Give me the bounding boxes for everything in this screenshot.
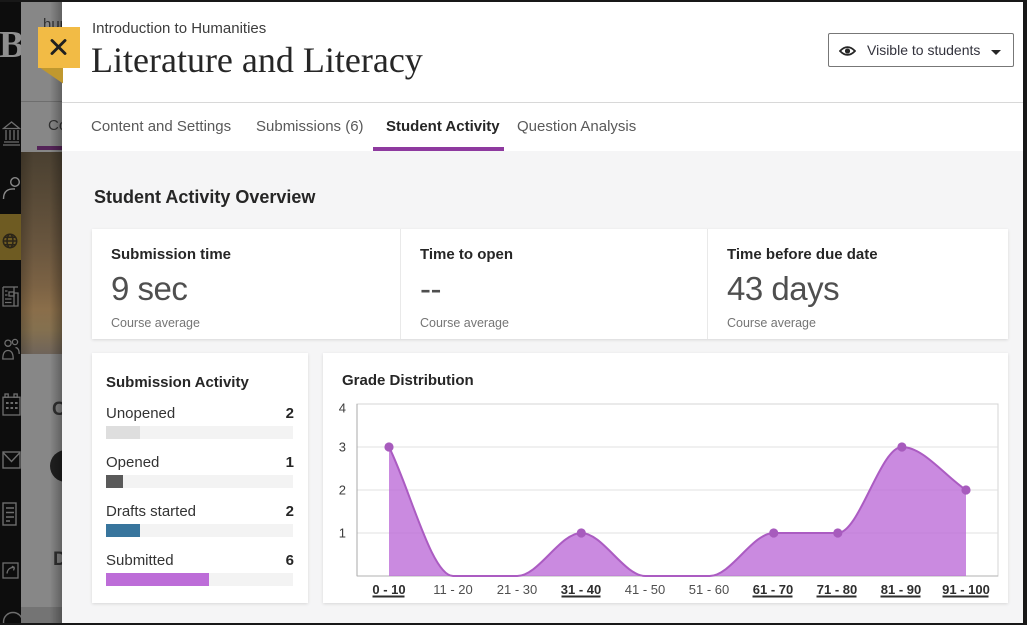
svg-text:81 - 90: 81 - 90	[881, 582, 921, 597]
svg-text:3: 3	[339, 440, 346, 455]
svg-text:0 - 10: 0 - 10	[372, 582, 405, 597]
svg-text:1: 1	[339, 526, 346, 541]
svg-text:31 - 40: 31 - 40	[561, 582, 601, 597]
svg-text:61 - 70: 61 - 70	[753, 582, 793, 597]
svg-text:4: 4	[339, 401, 346, 416]
svg-text:71 - 80: 71 - 80	[817, 582, 857, 597]
svg-text:11 - 20: 11 - 20	[433, 582, 473, 597]
svg-text:2: 2	[339, 483, 346, 498]
svg-text:41 - 50: 41 - 50	[625, 582, 665, 597]
svg-text:21 - 30: 21 - 30	[497, 582, 537, 597]
svg-text:51 - 60: 51 - 60	[689, 582, 729, 597]
svg-text:91 - 100: 91 - 100	[942, 582, 990, 597]
